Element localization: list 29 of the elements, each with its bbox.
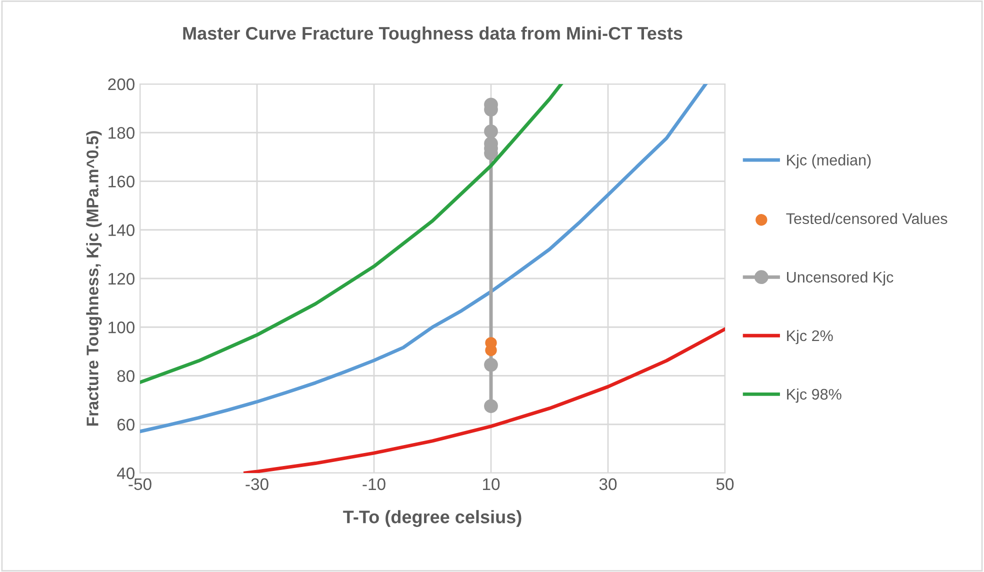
chart-title: Master Curve Fracture Toughness data from Mini-CT Tests bbox=[183, 26, 682, 44]
y-tick-label: 80 bbox=[117, 370, 134, 382]
y-tick-label: 100 bbox=[108, 322, 134, 334]
x-axis-title: T-To (degree celsius) bbox=[343, 510, 522, 527]
y-tick-label: 60 bbox=[117, 418, 134, 431]
line-series bbox=[244, 327, 725, 473]
x-tick-label: 10 bbox=[483, 478, 500, 490]
point bbox=[484, 399, 498, 414]
line-series bbox=[140, 84, 708, 434]
x-tick-label: -10 bbox=[362, 478, 386, 490]
y-tick-label: 160 bbox=[108, 176, 134, 188]
point bbox=[484, 358, 498, 372]
legend-label: Uncensored Kjc bbox=[787, 271, 894, 286]
legend-label: Tested/censored Values bbox=[786, 212, 948, 224]
x-tick-label: 50 bbox=[716, 478, 734, 490]
x-tick-label: -30 bbox=[246, 478, 268, 490]
x-tick-label: 30 bbox=[599, 478, 617, 490]
y-tick-label: 40 bbox=[116, 467, 134, 480]
legend-label: Kjc (median) bbox=[787, 154, 871, 169]
y-tick-label: 200 bbox=[108, 78, 134, 90]
y-tick-label: 120 bbox=[108, 272, 134, 285]
y-tick-label: 180 bbox=[108, 127, 134, 139]
legend-label: Kjc 98% bbox=[787, 388, 842, 403]
line-series bbox=[140, 84, 563, 384]
y-axis-title: Fracture Toughness, Kjc (MPa.m^0.5) bbox=[86, 131, 102, 426]
legend-label: Kjc 2% bbox=[787, 330, 833, 344]
point bbox=[484, 124, 498, 138]
y-tick-label: 140 bbox=[108, 224, 134, 236]
x-tick-label: -50 bbox=[128, 478, 152, 490]
